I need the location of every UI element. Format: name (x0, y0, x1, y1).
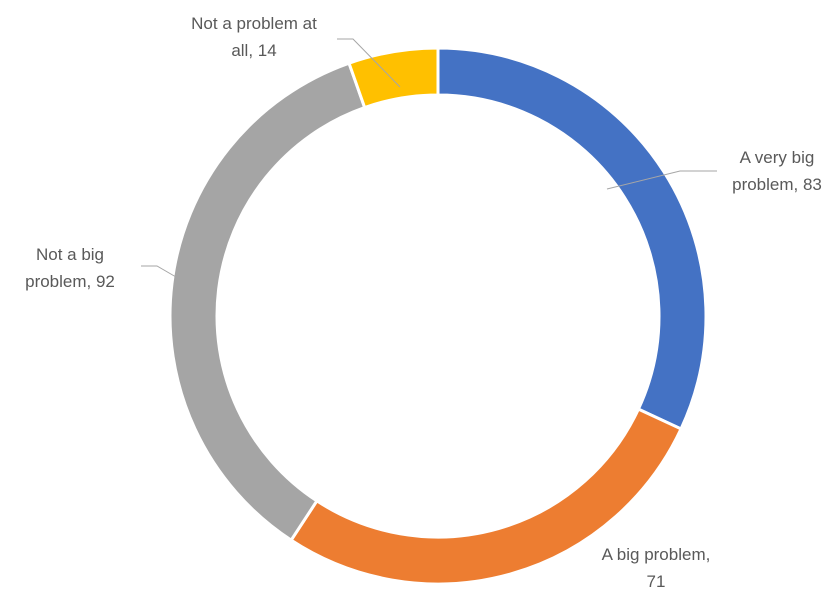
data-label-a-very-big-problem: A very big problem, 83 (732, 148, 822, 194)
data-label-line: A big problem, (602, 545, 711, 564)
data-label-line: problem, 83 (732, 175, 822, 194)
leader-line-not-a-big-problem (141, 265, 177, 278)
slice-not-a-big-problem (168, 61, 367, 543)
slice-a-very-big-problem (436, 46, 708, 431)
data-label-line: all, 14 (231, 41, 276, 60)
data-label-line: Not a big (36, 245, 104, 264)
data-label-line: problem, 92 (25, 272, 115, 291)
leader-line-a-very-big-problem (606, 170, 717, 190)
data-label-line: A very big (740, 148, 815, 167)
data-label-not-a-problem-at-all: Not a problem at all, 14 (191, 14, 317, 60)
data-label-not-a-big-problem: Not a big problem, 92 (25, 245, 115, 291)
data-label-a-big-problem: A big problem, 71 (602, 545, 711, 591)
chart-slices (168, 46, 708, 586)
chart-data-labels: A very big problem, 83 A big problem, 71 Not… (25, 14, 822, 591)
data-label-line: 71 (647, 572, 666, 591)
slice-not-a-problem-at-all (347, 46, 440, 110)
chart-leader-lines (141, 38, 717, 278)
leader-line-not-a-problem-at-all (337, 38, 401, 88)
data-label-line: Not a problem at (191, 14, 317, 33)
